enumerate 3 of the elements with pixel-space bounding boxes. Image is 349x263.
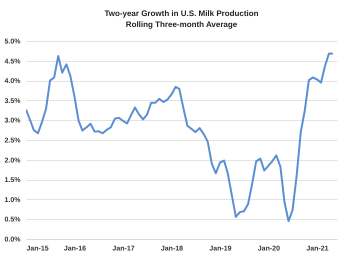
chart-title: Two-year Growth in U.S. Milk Production xyxy=(104,9,259,18)
line-series xyxy=(26,52,334,222)
chart-subtitle: Rolling Three-month Average xyxy=(126,20,238,29)
